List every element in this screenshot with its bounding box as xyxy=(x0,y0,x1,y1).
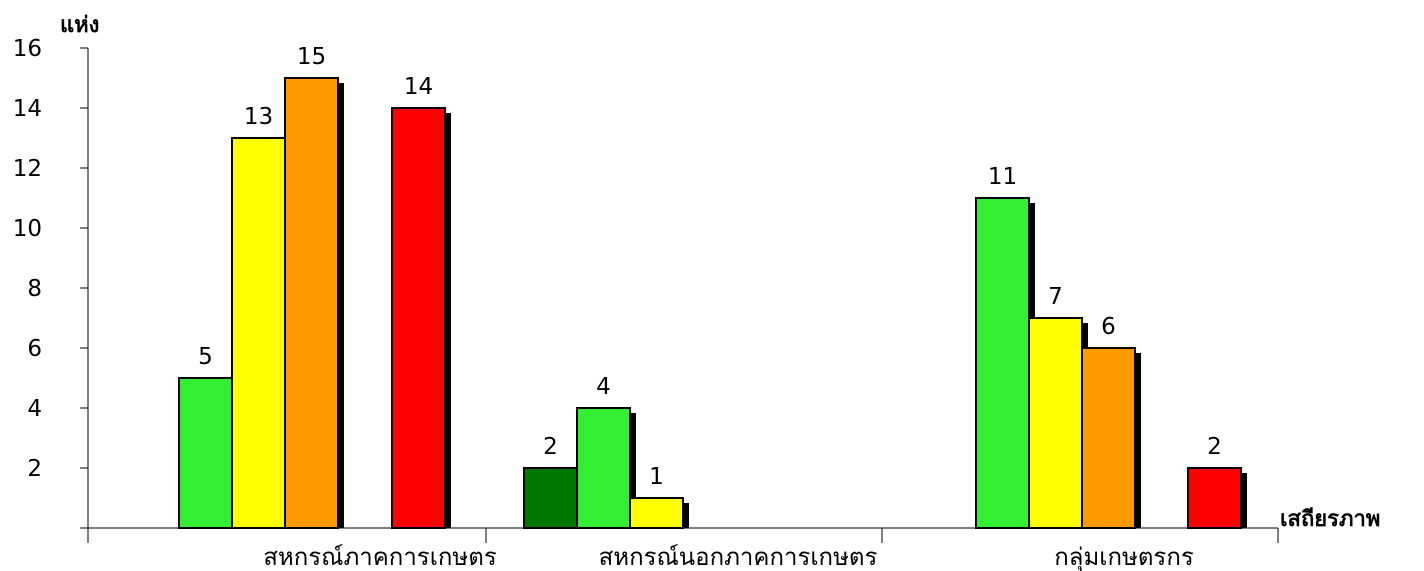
bar xyxy=(1028,317,1083,529)
bar-value-label: 5 xyxy=(198,344,213,370)
bar-value-label: 14 xyxy=(404,74,433,100)
bar xyxy=(391,107,446,529)
bar xyxy=(975,197,1030,529)
bar xyxy=(523,467,578,529)
y-tick-label: 2 xyxy=(27,456,42,482)
bar-value-label: 6 xyxy=(1101,314,1116,340)
bar xyxy=(629,497,684,529)
bar-value-label: 15 xyxy=(297,44,326,70)
bar xyxy=(231,137,286,529)
y-tick-label: 12 xyxy=(13,156,42,182)
bar xyxy=(1187,467,1242,529)
y-tick-label: 14 xyxy=(13,96,42,122)
bar-value-label: 13 xyxy=(244,104,273,130)
plot-area: 246810121416513151424111762สหกรณ์ภาคการเ… xyxy=(13,36,1279,571)
bar xyxy=(178,377,233,529)
bar-value-label: 7 xyxy=(1048,284,1063,310)
x-axis-title: เสถียรภาพ xyxy=(1280,507,1380,532)
x-category-label: กลุ่มเกษตรกร xyxy=(1054,543,1194,571)
bar-value-label: 4 xyxy=(596,374,611,400)
bar-value-label: 11 xyxy=(988,164,1017,190)
y-tick-label: 6 xyxy=(27,336,42,362)
bar-value-label: 2 xyxy=(543,434,558,460)
bar xyxy=(284,77,339,529)
bar-value-label: 1 xyxy=(649,464,664,490)
y-axis-title: แห่ง xyxy=(60,13,99,38)
y-tick-label: 4 xyxy=(27,396,42,422)
bar xyxy=(1081,347,1136,529)
bar xyxy=(576,407,631,529)
x-category-label: สหกรณ์ภาคการเกษตร xyxy=(263,543,497,571)
bar-value-label: 2 xyxy=(1207,434,1222,460)
x-category-label: สหกรณ์นอกภาคการเกษตร xyxy=(599,543,878,571)
y-tick-label: 10 xyxy=(13,216,42,242)
y-tick-label: 8 xyxy=(27,276,42,302)
y-tick-label: 16 xyxy=(13,36,42,62)
